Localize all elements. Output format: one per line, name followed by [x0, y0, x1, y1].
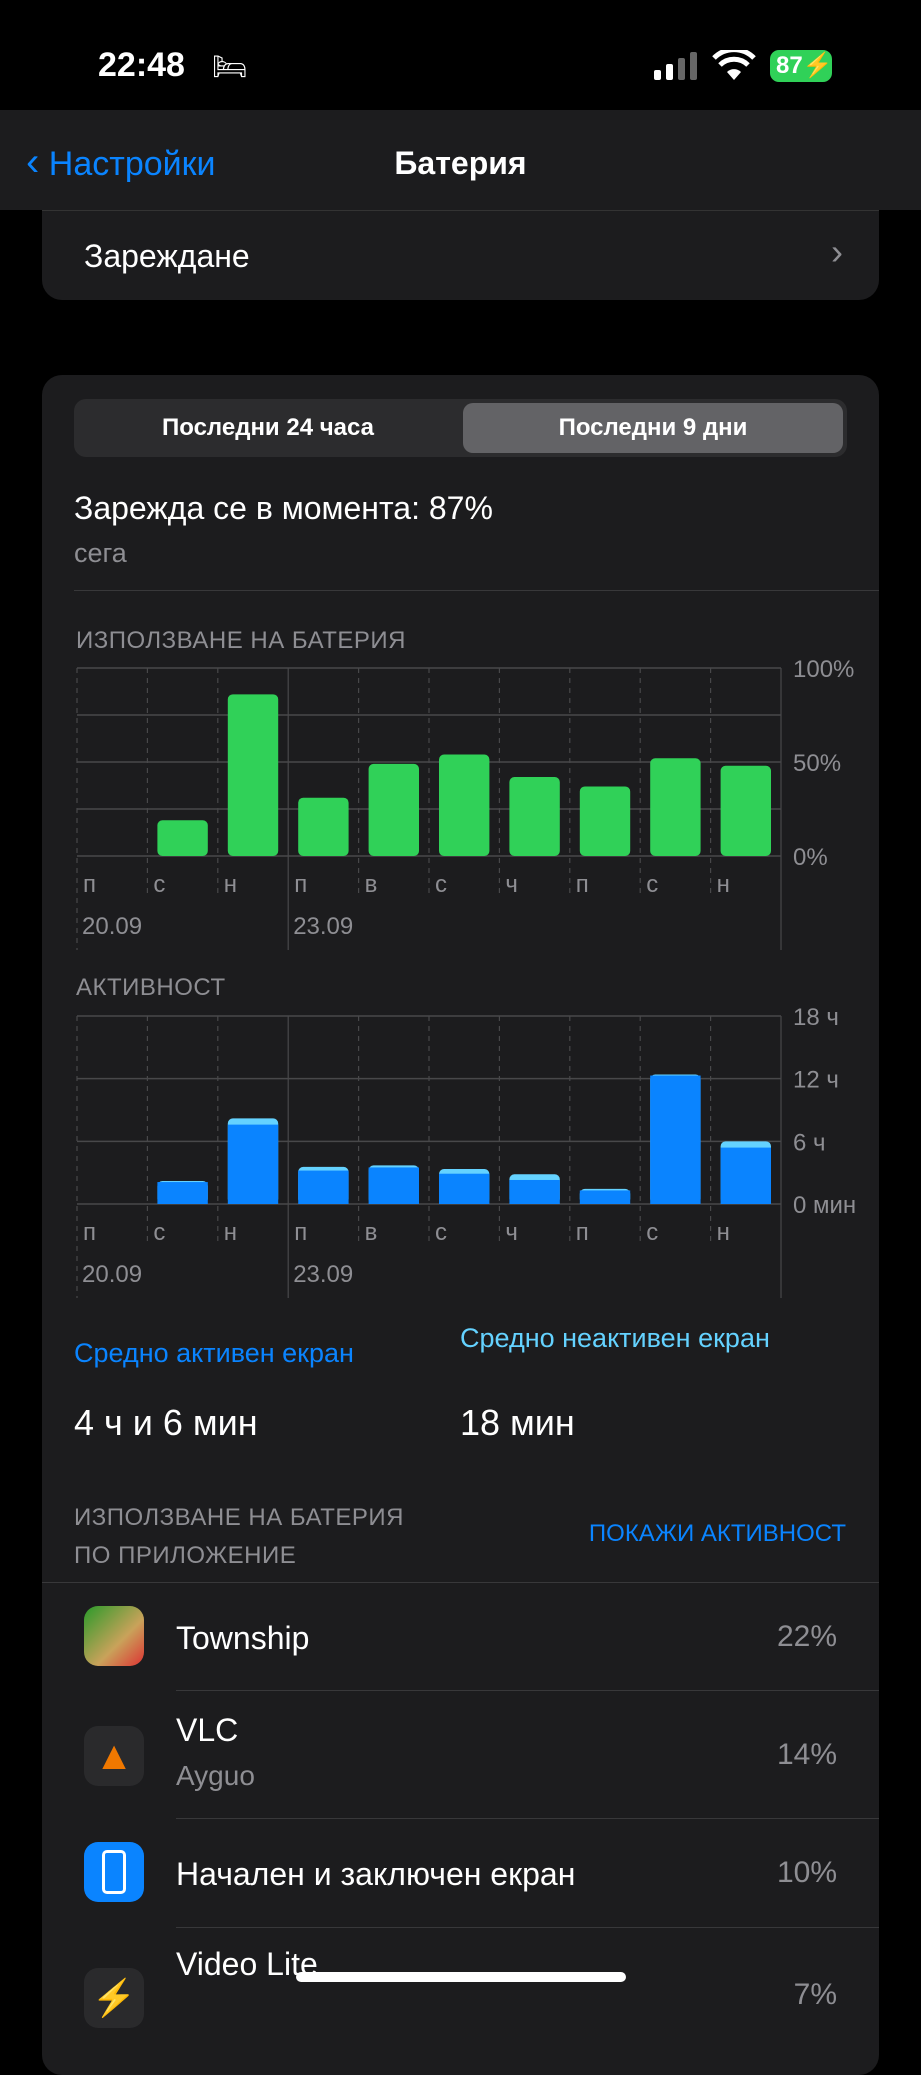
app-name: VLC — [176, 1712, 239, 1748]
active-screen-bar — [227, 1124, 279, 1204]
page-title: Батерия — [394, 145, 527, 181]
battery-bar — [720, 765, 771, 856]
battery-bar — [579, 786, 631, 856]
active-screen-bar — [650, 1075, 701, 1204]
charging-label: Зареждане — [84, 238, 250, 274]
x-tick-label: п — [576, 1219, 589, 1246]
x-tick-label: с — [153, 871, 165, 898]
x-tick-label: н — [717, 1219, 730, 1246]
tab-last-24-hours[interactable]: Последни 24 часа — [161, 414, 374, 441]
app-name: Township — [176, 1620, 310, 1656]
x-tick-label: п — [576, 871, 589, 898]
avg-inactive-value: 18 мин — [460, 1402, 575, 1443]
active-screen-bar — [439, 1173, 490, 1204]
battery-bar — [439, 754, 490, 856]
battery-bar — [227, 694, 279, 856]
battery-bar — [650, 758, 701, 856]
app-percent: 10% — [776, 1856, 837, 1889]
status-bar: 22:48 🛏 87⚡ — [0, 0, 921, 110]
x-tick-label: н — [224, 871, 237, 898]
x-tick-label: ч — [505, 871, 518, 898]
apps-header-line1: ИЗПОЛЗВАНЕ НА БАТЕРИЯ — [74, 1504, 404, 1531]
battery-indicator: 87⚡ — [770, 50, 833, 82]
activity-chart[interactable]: 18 ч 12 ч 6 ч 0 мин п 20.09 с н п 23.09 в с ч п с н — [0, 1008, 921, 1298]
battery-usage-chart[interactable]: 100% 50% 0% п 20.09 с н п 23.09 в с ч п с н — [0, 660, 921, 950]
x-tick-label: ч — [505, 1219, 518, 1246]
y-tick-label: 100% — [793, 660, 854, 683]
nav-bar — [0, 110, 921, 210]
app-row-home-lock-screen[interactable]: Начален и заключен екран 10% — [42, 1820, 879, 1928]
avg-active-label: Средно активен екран — [74, 1338, 354, 1368]
battery-bar — [509, 777, 560, 856]
date-label: 20.09 — [82, 1261, 142, 1288]
avg-inactive-label: Средно неактивен екран — [460, 1323, 770, 1353]
active-screen-bar — [720, 1147, 771, 1204]
battery-chart-title: ИЗПОЛЗВАНЕ НА БАТЕРИЯ — [76, 627, 406, 654]
y-tick-label: 6 ч — [793, 1129, 826, 1156]
phone-screen-icon — [84, 1842, 144, 1902]
back-button[interactable]: ‹ Настройки — [26, 140, 216, 185]
y-tick-label: 50% — [793, 750, 841, 777]
back-label: Настройки — [48, 145, 216, 183]
x-tick-label: в — [365, 1219, 378, 1246]
battery-bar — [298, 797, 349, 856]
app-name: Video Lite — [176, 1946, 318, 1982]
x-tick-label: с — [646, 871, 658, 898]
x-tick-label: п — [83, 871, 96, 898]
date-label: 20.09 — [82, 913, 142, 940]
x-tick-label: с — [153, 1219, 165, 1246]
x-tick-label: с — [646, 1219, 658, 1246]
vlc-cone-icon: ▲ — [84, 1726, 144, 1786]
app-name: Начален и заключен екран — [176, 1856, 576, 1892]
chevron-right-icon: › — [831, 231, 843, 272]
app-row-vlc[interactable]: ▲ VLC Ayguo 14% — [42, 1692, 879, 1820]
x-tick-label: н — [224, 1219, 237, 1246]
app-row-township[interactable]: Township 22% — [42, 1584, 879, 1692]
app-percent: 14% — [776, 1738, 837, 1771]
active-screen-bar — [298, 1170, 349, 1204]
x-tick-label: п — [294, 871, 307, 898]
township-app-icon — [84, 1606, 144, 1666]
show-activity-button[interactable]: ПОКАЖИ АКТИВНОСТ — [588, 1520, 846, 1547]
app-developer: Ayguo — [176, 1760, 255, 1791]
charging-time: сега — [74, 538, 127, 568]
battery-bar — [157, 820, 208, 856]
y-tick-label: 0 мин — [793, 1192, 856, 1219]
battery-card — [42, 375, 879, 2075]
y-tick-label: 0% — [793, 844, 828, 871]
video-lite-bolt-icon: ⚡ — [84, 1968, 144, 2028]
active-screen-bar — [579, 1190, 631, 1204]
wifi-icon — [712, 47, 756, 87]
y-tick-label: 12 ч — [793, 1067, 839, 1094]
x-tick-label: с — [435, 1219, 447, 1246]
charging-status: Зарежда се в момента: 87% — [74, 490, 493, 526]
y-tick-label: 18 ч — [793, 1008, 839, 1031]
battery-bar — [368, 763, 419, 856]
x-tick-label: п — [294, 1219, 307, 1246]
status-time: 22:48 — [98, 46, 185, 84]
battery-level: 87 — [776, 52, 803, 79]
tab-last-9-days[interactable]: Последни 9 дни — [463, 403, 843, 453]
active-screen-bar — [157, 1182, 208, 1204]
date-label: 23.09 — [293, 1261, 353, 1288]
app-percent: 22% — [776, 1620, 837, 1653]
active-screen-bar — [509, 1179, 560, 1204]
avg-active-value: 4 ч и 6 мин — [74, 1402, 258, 1443]
active-screen-bar — [368, 1167, 419, 1204]
activity-chart-title: АКТИВНОСТ — [76, 974, 226, 1001]
home-indicator[interactable] — [296, 1972, 626, 1982]
sleep-bed-icon: 🛏 — [212, 51, 248, 82]
chevron-left-icon: ‹ — [26, 140, 40, 184]
date-label: 23.09 — [293, 913, 353, 940]
x-tick-label: н — [717, 871, 730, 898]
cellular-signal-icon — [652, 52, 698, 85]
app-percent: 7% — [793, 1978, 837, 2011]
charging-row[interactable]: Зареждане › — [42, 210, 879, 300]
x-tick-label: п — [83, 1219, 96, 1246]
apps-header-line2: ПО ПРИЛОЖЕНИЕ — [74, 1542, 297, 1569]
x-tick-label: в — [365, 871, 378, 898]
app-row-video-lite[interactable]: ⚡ Video Lite 7% — [42, 1928, 879, 2036]
period-segmented-control[interactable]: Последни 24 часа Последни 9 дни — [74, 399, 847, 457]
x-tick-label: с — [435, 871, 447, 898]
